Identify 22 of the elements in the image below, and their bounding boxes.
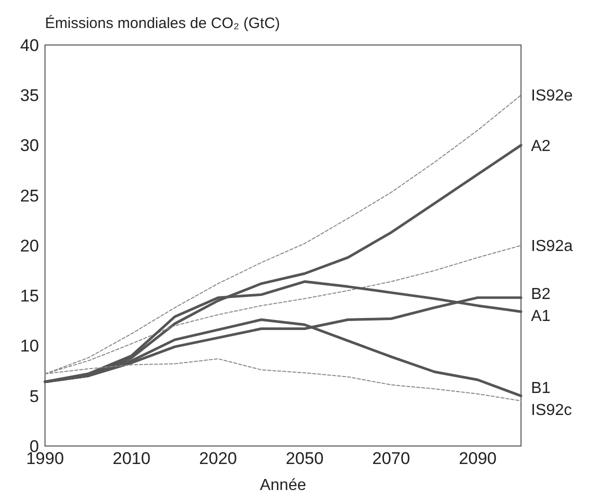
series-label: B1 <box>531 380 551 397</box>
y-tick-label: 35 <box>20 86 39 106</box>
y-tick-label: 40 <box>20 36 39 55</box>
series-label: IS92e <box>531 88 573 105</box>
x-axis-title: Année <box>260 477 306 494</box>
chart-title: Émissions mondiales de CO₂ (GtC) <box>45 14 280 32</box>
x-tick-label: 2090 <box>458 449 497 468</box>
series-label: IS92a <box>531 238 573 256</box>
y-tick-label: 25 <box>20 186 39 206</box>
series-label: IS92c <box>531 402 572 419</box>
series-label: A1 <box>531 308 551 326</box>
series-label: A2 <box>531 138 551 155</box>
y-tick-label: 20 <box>20 236 39 256</box>
x-tick-label: 2070 <box>372 449 410 468</box>
y-tick-label: 5 <box>30 386 39 406</box>
y-tick-label: 10 <box>20 336 39 356</box>
x-tick-label: 2020 <box>199 449 238 468</box>
x-tick-label: 2010 <box>112 449 150 468</box>
y-tick-label: 15 <box>20 286 39 306</box>
y-tick-label: 30 <box>20 136 39 156</box>
x-tick-label: 2050 <box>286 449 324 468</box>
series-label: B2 <box>531 286 551 304</box>
